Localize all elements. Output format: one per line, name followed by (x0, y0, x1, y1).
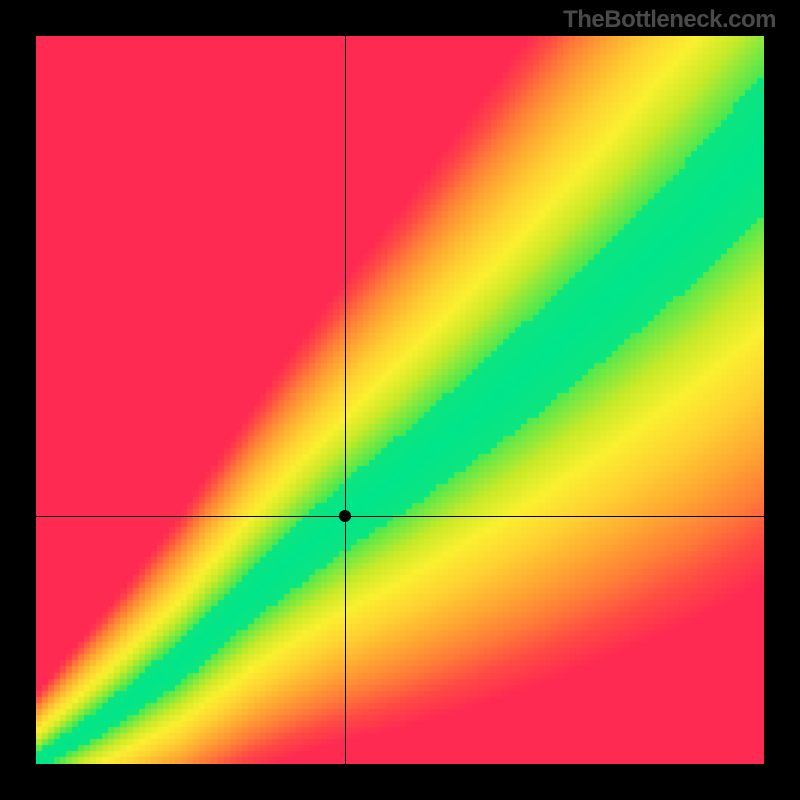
crosshair-vertical (345, 36, 346, 764)
watermark-text: TheBottleneck.com (563, 6, 776, 34)
heatmap-canvas (36, 36, 764, 764)
crosshair-marker (339, 510, 351, 522)
heatmap-plot (36, 36, 764, 764)
crosshair-horizontal (36, 516, 764, 517)
